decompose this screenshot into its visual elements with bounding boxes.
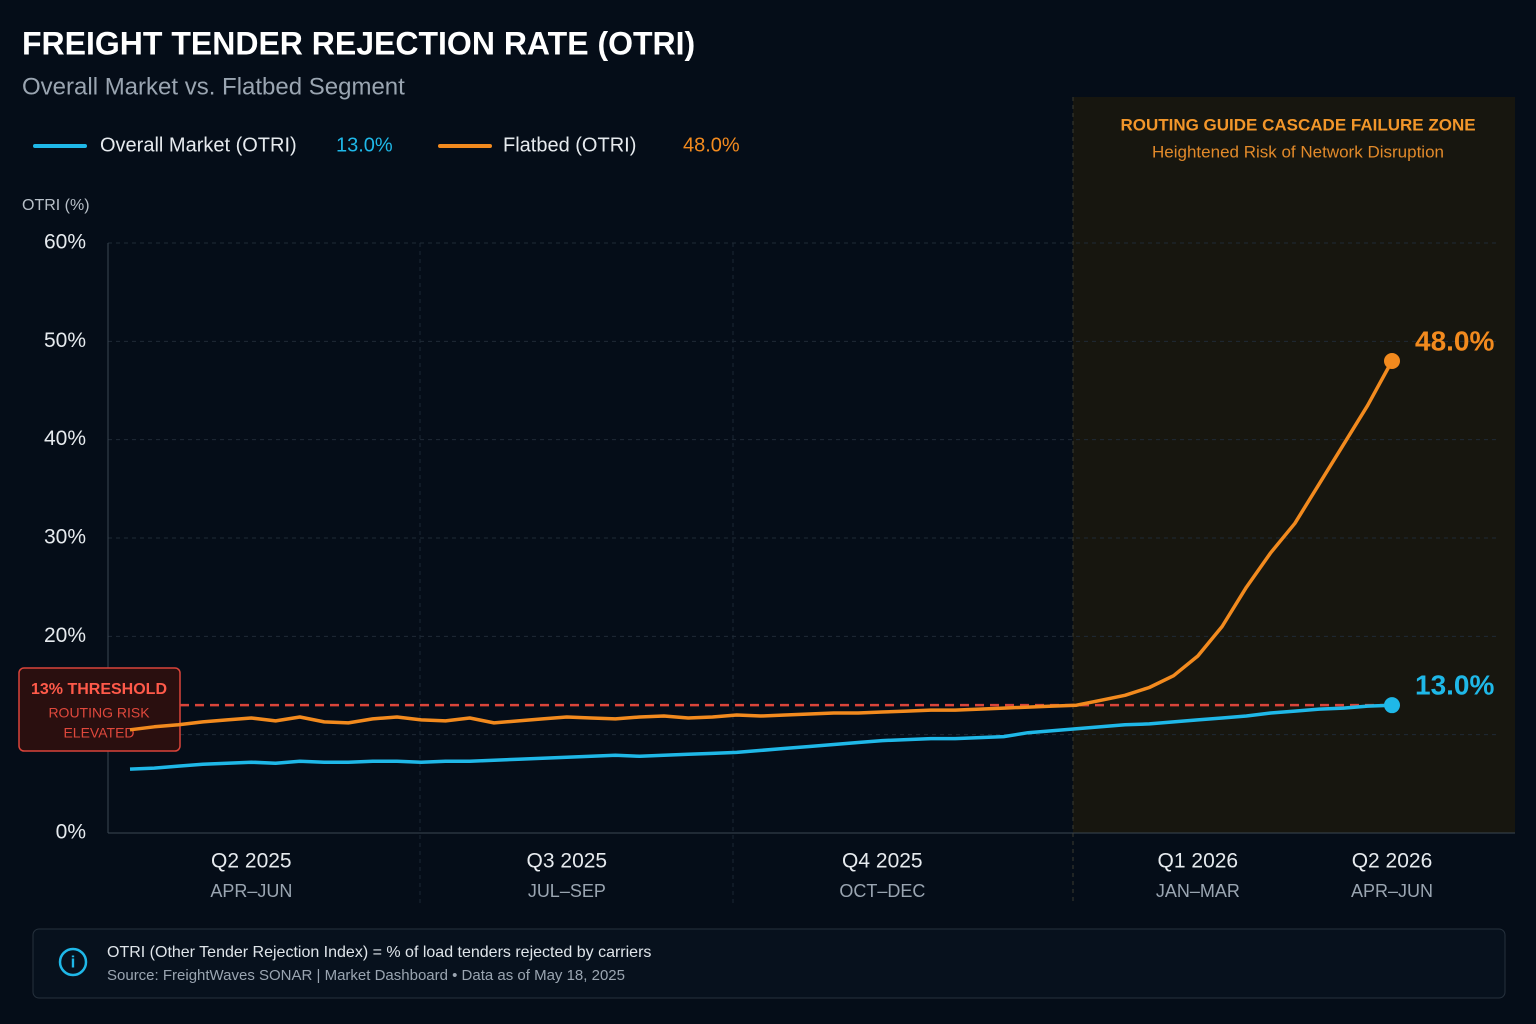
x-tick-label: Q2 2026 bbox=[1352, 850, 1433, 873]
x-tick-label: Q1 2026 bbox=[1158, 850, 1239, 873]
footnote-source: Source: FreightWaves SONAR | Market Dash… bbox=[107, 967, 625, 984]
x-tick-label: Q3 2025 bbox=[527, 850, 608, 873]
zone-title: ROUTING GUIDE CASCADE FAILURE ZONE bbox=[1120, 115, 1475, 134]
x-tick-label: Q4 2025 bbox=[842, 850, 923, 873]
x-tick-sublabel: APR–JUN bbox=[1351, 881, 1433, 901]
threshold-note: ROUTING RISK bbox=[48, 705, 150, 721]
footnote-definition: OTRI (Other Tender Rejection Index) = % … bbox=[107, 944, 651, 961]
quarter-separators bbox=[419, 243, 734, 905]
y-tick-label: 20% bbox=[44, 624, 86, 647]
y-tick-label: 60% bbox=[44, 231, 86, 254]
end-point bbox=[1384, 697, 1400, 714]
chart-subtitle: Overall Market vs. Flatbed Segment bbox=[22, 73, 405, 100]
zone-subtitle: Heightened Risk of Network Disruption bbox=[1152, 142, 1444, 161]
y-tick-label: 50% bbox=[44, 329, 86, 352]
y-tick-label: 30% bbox=[44, 526, 86, 549]
legend-value: 13.0% bbox=[336, 134, 393, 156]
legend-value: 48.0% bbox=[683, 134, 740, 156]
info-icon bbox=[58, 947, 88, 977]
y-axis-title: OTRI (%) bbox=[22, 197, 90, 214]
end-label: 48.0% bbox=[1415, 325, 1494, 356]
y-tick-label: 0% bbox=[56, 821, 86, 844]
x-tick-sublabel: JAN–MAR bbox=[1156, 881, 1240, 901]
threshold-note: ELEVATED bbox=[63, 725, 134, 741]
info-icon-glyph: i bbox=[71, 952, 76, 971]
series-line bbox=[129, 703, 1393, 771]
legend-label: Overall Market (OTRI) bbox=[100, 134, 297, 156]
chart-title: FREIGHT TENDER REJECTION RATE (OTRI) bbox=[22, 25, 695, 61]
y-tick-label: 40% bbox=[44, 427, 86, 450]
x-tick-label: Q2 2025 bbox=[211, 850, 292, 873]
threshold-label: 13% THRESHOLD bbox=[31, 681, 167, 698]
x-tick-sublabel: JUL–SEP bbox=[528, 881, 606, 901]
end-label: 13.0% bbox=[1415, 670, 1494, 701]
footnote-box bbox=[32, 928, 1506, 999]
end-point bbox=[1384, 353, 1400, 369]
x-tick-sublabel: APR–JUN bbox=[210, 881, 292, 901]
legend-label: Flatbed (OTRI) bbox=[503, 134, 636, 156]
x-tick-sublabel: OCT–DEC bbox=[839, 881, 925, 901]
series-line bbox=[129, 360, 1394, 732]
